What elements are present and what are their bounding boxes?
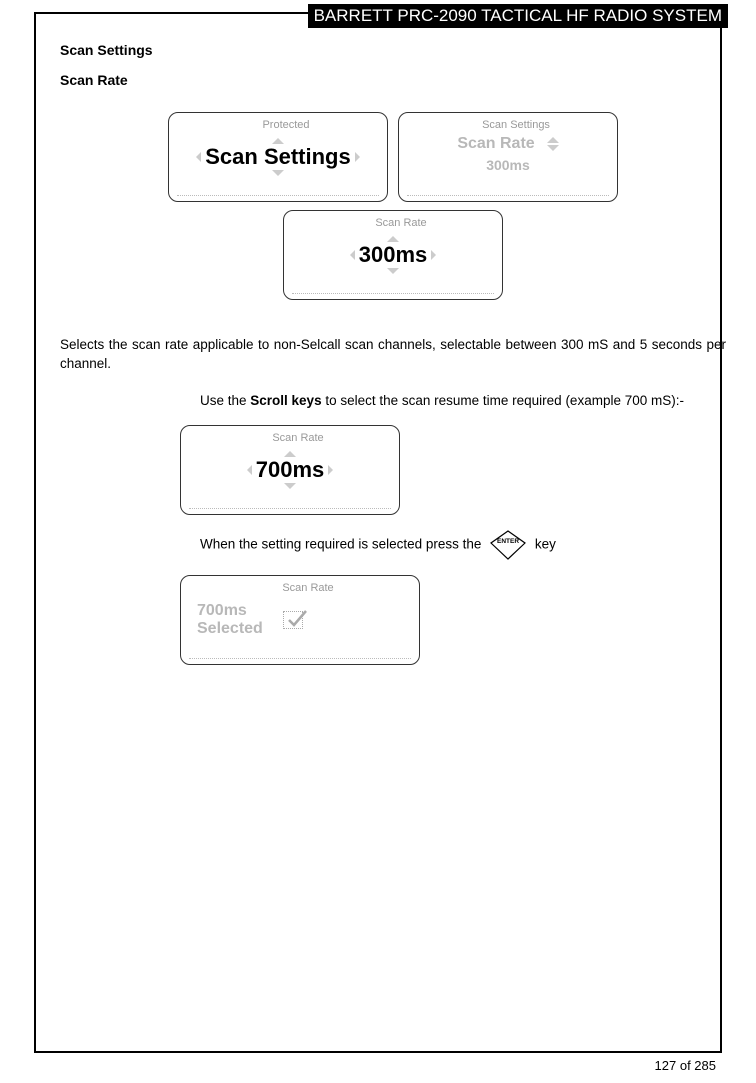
instruction-scroll-keys: Use the Scroll keys to select the scan r… <box>200 392 726 411</box>
scroll-down-icon <box>284 483 296 489</box>
scroll-right-icon <box>355 152 360 162</box>
lcd-scansettings-scanrate: Scan Settings Scan Rate 300ms <box>398 112 618 202</box>
lcd-scanrate-300: Scan Rate 300ms <box>283 210 503 300</box>
lcd-scanrate-700: Scan Rate 700ms <box>180 425 400 515</box>
page-content: Scan Settings Scan Rate Protected Scan S… <box>60 42 726 1043</box>
lcd2-value: 300ms <box>399 157 617 173</box>
scroll-up-icon <box>547 137 559 143</box>
scroll-left-icon <box>196 152 201 162</box>
heading-scan-rate: Scan Rate <box>60 72 726 88</box>
lcd2-label: Scan Rate <box>457 135 534 153</box>
instruction-enter-key: When the setting required is selected pr… <box>200 529 726 561</box>
lcd5-top-label: Scan Rate <box>189 582 427 594</box>
lcd3-value: 300ms <box>359 242 428 268</box>
scroll-left-icon <box>350 250 355 260</box>
checkmark-icon <box>283 611 303 629</box>
page-number: 127 of 285 <box>655 1058 716 1073</box>
instr1-scroll-keys: Scroll keys <box>250 393 321 408</box>
lcd-row-selected: Scan Rate 700ms Selected <box>180 575 726 665</box>
description-paragraph: Selects the scan rate applicable to non-… <box>60 336 726 374</box>
lcd5-line1: 700ms <box>197 602 263 620</box>
instr2-text-a: When the setting required is selected pr… <box>200 536 485 551</box>
scroll-down-icon <box>547 145 559 151</box>
lcd-protected-scansettings: Protected Scan Settings <box>168 112 388 202</box>
lcd-row-top: Protected Scan Settings Scan Settings <box>60 112 726 202</box>
lcd-700-selected: Scan Rate 700ms Selected <box>180 575 420 665</box>
header-title: BARRETT PRC-2090 TACTICAL HF RADIO SYSTE… <box>308 4 728 28</box>
lcd-row-middle: Scan Rate 300ms <box>60 210 726 300</box>
instr1-text-c: to select the scan resume time required … <box>322 393 684 408</box>
instr2-text-b: key <box>535 536 556 551</box>
scroll-down-icon <box>272 170 284 176</box>
heading-scan-settings: Scan Settings <box>60 42 726 58</box>
lcd5-line2: Selected <box>197 620 263 638</box>
scroll-right-icon <box>431 250 436 260</box>
enter-key-label: ENTER <box>497 538 519 545</box>
lcd-row-700: Scan Rate 700ms <box>180 425 726 515</box>
scroll-right-icon <box>328 465 333 475</box>
lcd4-value: 700ms <box>256 457 325 483</box>
scroll-left-icon <box>247 465 252 475</box>
scroll-down-icon <box>387 268 399 274</box>
enter-key-icon: ENTER <box>489 529 527 561</box>
lcd1-main-text: Scan Settings <box>205 144 350 170</box>
instr1-text-a: Use the <box>200 393 250 408</box>
lcd2-top-label: Scan Settings <box>407 119 625 131</box>
